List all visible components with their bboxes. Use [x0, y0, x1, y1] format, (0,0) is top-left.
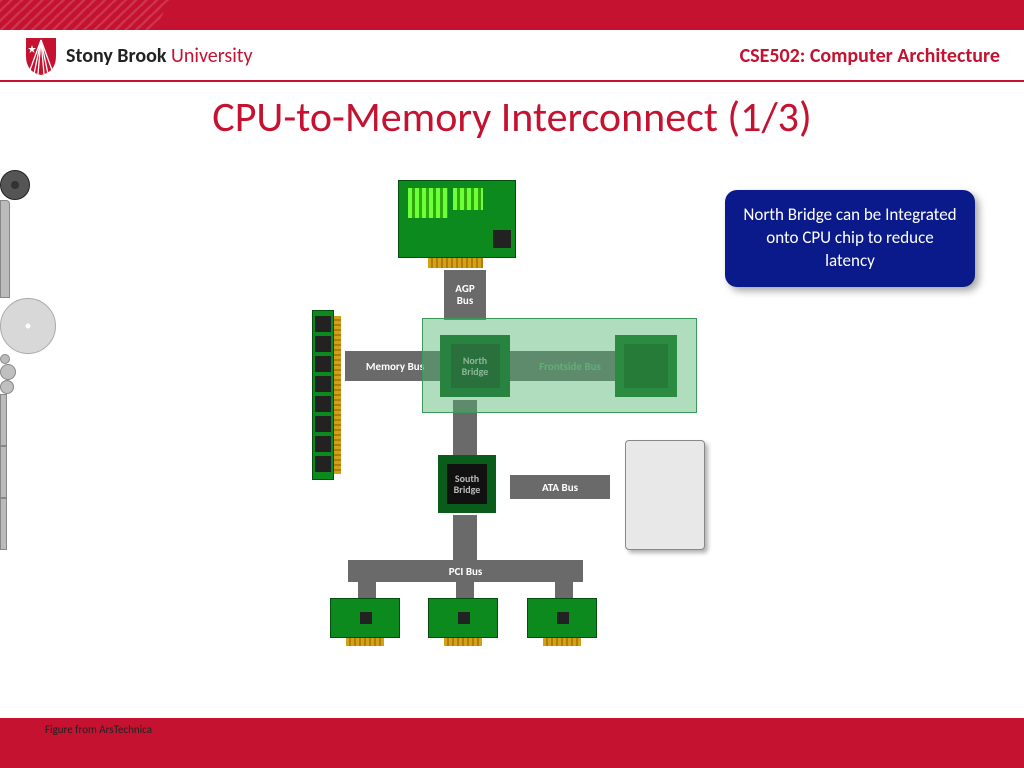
fan-icon	[0, 170, 30, 200]
chip-south: SouthBridge	[438, 455, 496, 513]
hard-drive	[625, 440, 705, 550]
top-banner	[0, 0, 1024, 30]
integration-highlight	[422, 318, 697, 413]
footer-band	[0, 718, 1024, 768]
bus-agp: AGPBus	[444, 270, 486, 320]
figure-source: Figure from ArsTechnica	[45, 723, 152, 736]
card-bracket	[0, 200, 10, 298]
bus-pci: PCI Bus	[348, 560, 583, 582]
bus-ata: ATA Bus	[510, 475, 610, 499]
callout-northbridge: North Bridge can be Integrated onto CPU …	[725, 190, 975, 287]
bus-sb_pci	[453, 515, 477, 560]
university-logo: Stony Brook University	[24, 36, 253, 76]
edge-connector	[428, 258, 483, 268]
shield-icon	[24, 36, 58, 76]
slide-title: CPU-to-Memory Interconnect (1/3)	[0, 92, 1024, 143]
university-name: Stony Brook University	[66, 44, 253, 68]
course-label: CSE502: Computer Architecture	[740, 44, 1000, 68]
gpu-heatsink	[408, 188, 448, 218]
header: Stony Brook University CSE502: Computer …	[0, 30, 1024, 82]
